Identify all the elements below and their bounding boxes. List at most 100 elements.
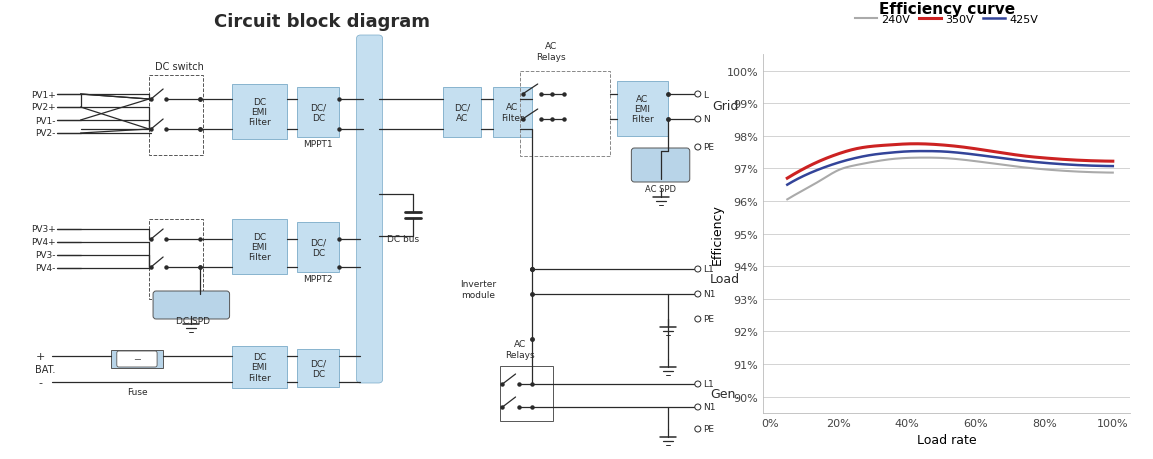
Y-axis label: Efficiency: Efficiency (711, 204, 724, 264)
Text: N: N (703, 115, 709, 124)
Text: PE: PE (703, 315, 714, 324)
Text: Fuse: Fuse (127, 388, 148, 397)
Text: PV4-: PV4- (35, 264, 55, 273)
350V (974, 147, 988, 153)
FancyBboxPatch shape (232, 219, 287, 274)
350V (981, 149, 995, 154)
240V (1077, 170, 1091, 175)
Circle shape (695, 426, 701, 432)
425V (974, 153, 988, 159)
Text: PV3+: PV3+ (31, 225, 55, 234)
425V (1077, 163, 1091, 169)
350V (975, 148, 989, 153)
350V (1056, 157, 1070, 163)
Circle shape (695, 92, 701, 98)
Text: Grid: Grid (711, 100, 738, 113)
Text: L1: L1 (703, 380, 714, 389)
Text: DC/
DC: DC/ DC (310, 238, 326, 257)
FancyBboxPatch shape (297, 88, 339, 138)
Line: 425V: 425V (787, 152, 1113, 185)
FancyBboxPatch shape (443, 88, 481, 138)
Text: DC/
DC: DC/ DC (310, 103, 326, 123)
Text: DC bus: DC bus (386, 235, 419, 244)
350V (782, 175, 796, 181)
Text: AC
EMI
Filter: AC EMI Filter (631, 95, 654, 124)
425V (918, 149, 932, 155)
425V (781, 183, 794, 188)
Text: DC SPD: DC SPD (176, 317, 210, 326)
Text: MPPT2: MPPT2 (303, 275, 333, 284)
Text: PE: PE (703, 143, 714, 152)
350V (909, 142, 922, 147)
FancyBboxPatch shape (356, 36, 383, 383)
Text: -: - (38, 377, 43, 387)
Text: AC
Relays: AC Relays (536, 42, 566, 62)
425V (981, 154, 995, 160)
Circle shape (695, 291, 701, 297)
Text: Load: Load (710, 273, 740, 286)
Text: DC
EMI
Filter: DC EMI Filter (248, 97, 271, 127)
425V (1106, 164, 1120, 169)
Text: PV2+: PV2+ (31, 103, 55, 112)
FancyBboxPatch shape (116, 351, 157, 367)
Text: DC/
AC: DC/ AC (454, 103, 470, 123)
Text: DC switch: DC switch (155, 62, 204, 72)
Legend: 240V, 350V, 425V: 240V, 350V, 425V (850, 11, 1043, 29)
Circle shape (695, 381, 701, 387)
Text: ─: ─ (134, 354, 140, 364)
FancyBboxPatch shape (111, 350, 163, 368)
Text: PV1-: PV1- (35, 116, 55, 125)
FancyBboxPatch shape (232, 85, 287, 140)
240V (782, 196, 796, 202)
Text: AC
Relays: AC Relays (505, 340, 534, 359)
Text: BAT.: BAT. (36, 364, 55, 374)
Text: PE: PE (703, 425, 714, 434)
Text: PV2-: PV2- (35, 129, 55, 138)
240V (919, 156, 933, 161)
Text: Gen.: Gen. (710, 388, 740, 401)
240V (1106, 170, 1120, 176)
Circle shape (695, 117, 701, 123)
FancyBboxPatch shape (149, 219, 203, 299)
240V (975, 160, 989, 165)
Text: N1: N1 (703, 403, 715, 412)
425V (975, 153, 989, 159)
Circle shape (695, 266, 701, 272)
Text: DC
EMI
Filter: DC EMI Filter (248, 353, 271, 382)
350V (1077, 158, 1091, 164)
240V (981, 161, 995, 166)
Circle shape (695, 404, 701, 410)
350V (1106, 159, 1120, 165)
240V (974, 160, 988, 165)
Text: DC
EMI
Filter: DC EMI Filter (248, 232, 271, 262)
Text: N1: N1 (703, 290, 715, 299)
Text: Inverter
module: Inverter module (460, 280, 496, 299)
350V (781, 176, 794, 181)
Text: DC/
DC: DC/ DC (310, 358, 326, 378)
FancyBboxPatch shape (500, 366, 552, 421)
Circle shape (695, 145, 701, 151)
Text: L: L (703, 90, 708, 99)
Text: PV4+: PV4+ (31, 238, 55, 247)
Line: 240V: 240V (787, 158, 1113, 200)
FancyBboxPatch shape (232, 346, 287, 388)
FancyBboxPatch shape (149, 76, 203, 156)
FancyBboxPatch shape (153, 291, 229, 319)
Text: L1: L1 (703, 265, 714, 274)
Text: PV1+: PV1+ (31, 90, 55, 99)
Text: MPPT1: MPPT1 (303, 140, 333, 149)
FancyBboxPatch shape (297, 223, 339, 272)
FancyBboxPatch shape (617, 82, 668, 137)
Text: Circuit block diagram: Circuit block diagram (214, 13, 430, 31)
FancyBboxPatch shape (632, 149, 689, 183)
Text: PV3-: PV3- (35, 251, 55, 260)
FancyBboxPatch shape (493, 88, 532, 138)
Title: Efficiency curve: Efficiency curve (879, 1, 1015, 17)
Line: 350V: 350V (787, 145, 1113, 179)
X-axis label: Load rate: Load rate (917, 433, 977, 447)
240V (781, 197, 794, 203)
240V (1056, 168, 1070, 174)
425V (1056, 162, 1070, 168)
Circle shape (695, 316, 701, 322)
Text: +: + (36, 351, 45, 361)
